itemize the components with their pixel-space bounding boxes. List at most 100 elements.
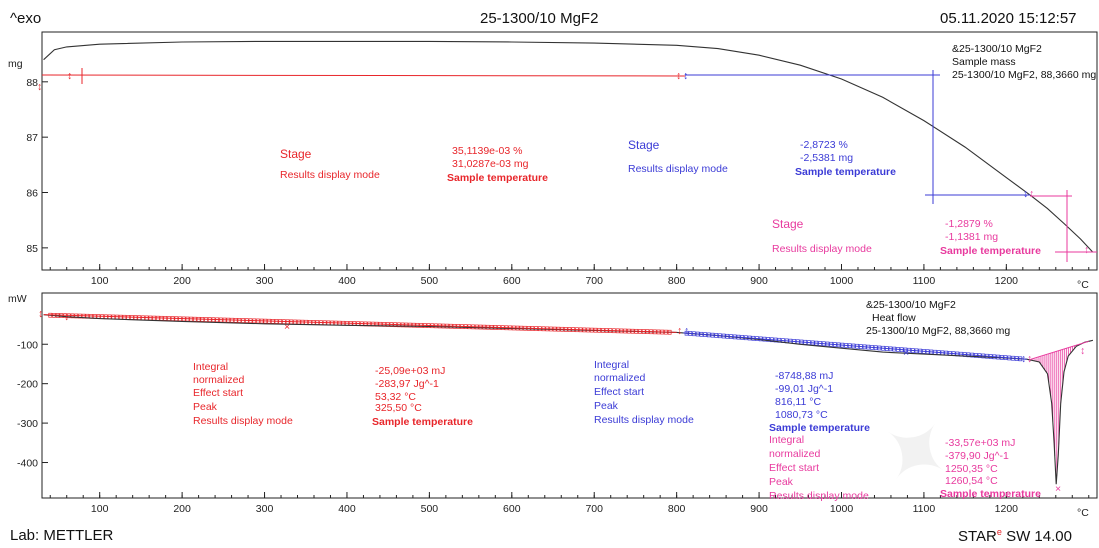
datetime-label: 05.11.2020 15:12:57 — [940, 10, 1077, 27]
tga-x-tick-label: 400 — [338, 275, 356, 287]
software-label: STARe SW 14.00 — [958, 527, 1072, 545]
tga-magenta-results-label: Results display mode — [772, 243, 872, 255]
tga-magenta-percent-value: -1,2879 % — [945, 218, 993, 230]
tga-marker-blue-left: ↕ — [683, 70, 688, 82]
tga-y-tick-label: 85 — [26, 243, 38, 255]
dsc-blue-integral-label: Integral — [594, 359, 629, 371]
dsc-marker-red-right: ↕ — [677, 325, 682, 337]
dsc-blue-peak-label: Peak — [594, 400, 619, 412]
dsc-red-normalized-value: -283,97 Jg^-1 — [375, 378, 439, 390]
dsc-marker-magenta-right: ↕ — [1080, 345, 1085, 357]
dsc-marker-start: ↕ — [38, 308, 43, 320]
tga-marker-start: ↕ — [37, 81, 42, 93]
dsc-red-integral-label: Integral — [193, 361, 228, 373]
software-suffix: SW 14.00 — [1001, 528, 1072, 545]
dsc-red-annotation: Integral normalized Effect start Peak Re… — [193, 361, 473, 428]
software-mark: e — [996, 527, 1002, 537]
dsc-red-integral-value: -25,09e+03 mJ — [375, 365, 445, 377]
tga-x-tick-label: 600 — [503, 275, 521, 287]
dsc-blue-effect-start-value: 816,11 °C — [775, 396, 821, 408]
tga-magenta-mass-value: -1,1381 mg — [945, 231, 998, 243]
tga-red-results-label: Results display mode — [280, 169, 380, 181]
dsc-blue-normalized-value: -99,01 Jg^-1 — [775, 383, 833, 395]
dsc-magenta-integral-label: Integral — [769, 434, 804, 446]
software-prefix: STAR — [958, 528, 997, 545]
dsc-y-tick-label: -300 — [17, 418, 38, 430]
dsc-blue-results-label: Results display mode — [594, 414, 694, 426]
dsc-peak-marker-magenta: × — [1055, 483, 1061, 495]
dsc-y-tick-label: -400 — [17, 458, 38, 470]
dsc-legend-line-1: &25-1300/10 MgF2 — [866, 299, 956, 311]
lab-label: Lab: METTLER — [10, 527, 114, 544]
dsc-magenta-integral-value: -33,57e+03 mJ — [945, 437, 1015, 449]
dsc-x-tick-label: 900 — [750, 503, 768, 515]
dsc-red-temperature-mode: Sample temperature — [372, 416, 473, 428]
tga-red-percent-value: 35,1139e-03 % — [452, 145, 522, 157]
dsc-x-tick-label: 1200 — [995, 503, 1019, 515]
dsc-x-tick-label: 800 — [668, 503, 686, 515]
tga-x-tick-label: 800 — [668, 275, 686, 287]
dsc-marker-blue-left: ↕ — [684, 325, 689, 337]
tga-panel: mg °C 100 200 300 400 500 600 700 800 900 1000 110… — [8, 31, 1098, 291]
dsc-magenta-effect-start-label: Effect start — [769, 462, 819, 474]
tga-red-mass-value: 31,0287e-03 mg — [452, 158, 529, 170]
tga-red-stage-label: Stage — [280, 147, 312, 161]
dsc-red-baseline — [43, 314, 677, 333]
dsc-red-results-label: Results display mode — [193, 415, 293, 427]
dsc-blue-effect-start-label: Effect start — [594, 386, 644, 398]
tga-limit-markers: ↕ ↕ ↕ ↕ ↕ ↕ ↕ — [37, 68, 1089, 256]
dsc-magenta-baseline — [1029, 340, 1089, 361]
tga-blue-results-label: Results display mode — [628, 163, 728, 175]
dsc-magenta-temperature-mode: Sample temperature — [940, 488, 1041, 500]
dsc-marker-magenta-left: ↕ — [1027, 353, 1032, 365]
dsc-y-tick-label: -200 — [17, 379, 38, 391]
dsc-red-effect-start-label: Effect start — [193, 387, 243, 399]
tga-marker-red-right: ↕ — [676, 70, 681, 82]
tga-marker-magenta-right: ↕ — [1084, 244, 1089, 256]
dsc-magenta-annotation: Integral normalized Effect start Peak Re… — [769, 434, 1041, 502]
dsc-blue-peak-value: 1080,73 °C — [775, 409, 828, 421]
dsc-blue-temperature-mode: Sample temperature — [769, 422, 870, 434]
tga-red-step-baseline — [41, 74, 686, 77]
dsc-x-tick-label: 400 — [338, 503, 356, 515]
dsc-magenta-results-label: Results display mode — [769, 490, 869, 502]
dsc-x-tick-label: 200 — [173, 503, 191, 515]
dsc-blue-integral-value: -8748,88 mJ — [775, 370, 833, 382]
dsc-magenta-normalized-value: -379,90 Jg^-1 — [945, 450, 1009, 462]
tga-y-tick-label: 88 — [26, 77, 38, 89]
tga-magenta-temperature-mode: Sample temperature — [940, 245, 1041, 257]
tga-x-tick-label: 300 — [256, 275, 274, 287]
dsc-x-axis-label: °C — [1077, 507, 1089, 519]
dsc-marker-blue-right: ↕ — [1021, 353, 1026, 365]
dsc-limit-markers: ↕ ↕ × ↕ ↕ × ↕ ↕ × ↕ — [38, 308, 1085, 495]
tga-x-tick-label: 700 — [585, 275, 603, 287]
tga-legend-line-2: Sample mass — [952, 56, 1016, 68]
dsc-magenta-peak-label: Peak — [769, 476, 794, 488]
tga-x-tick-label: 1200 — [995, 275, 1019, 287]
tga-marker-magenta-left: ↕ — [1029, 188, 1034, 200]
tga-marker-red-left: ↕ — [67, 70, 72, 82]
tga-marker-blue-right: ↕ — [1023, 188, 1028, 200]
tga-x-tick-label: 200 — [173, 275, 191, 287]
exo-direction-label: ^exo — [10, 10, 42, 27]
dsc-x-tick-label: 300 — [256, 503, 274, 515]
dsc-plot-frame — [41, 292, 1098, 499]
tga-blue-percent-value: -2,8723 % — [800, 139, 848, 151]
dsc-x-tick-label: 600 — [503, 503, 521, 515]
tga-x-axis-label: °C — [1077, 279, 1089, 291]
tga-legend-line-3: 25-1300/10 MgF2, 88,3660 mg — [952, 69, 1096, 81]
dsc-y-axis-label: mW — [8, 293, 27, 305]
dsc-x-tick-label: 100 — [91, 503, 109, 515]
chart-title: 25-1300/10 MgF2 — [480, 10, 599, 27]
dsc-red-effect-start-value: 53,32 °C — [375, 391, 416, 403]
tga-magenta-stage-label: Stage — [772, 217, 804, 231]
tga-y-axis-label: mg — [8, 58, 23, 70]
tga-x-tick-label: 900 — [750, 275, 768, 287]
tga-x-tick-label: 500 — [421, 275, 439, 287]
tga-red-temperature-mode: Sample temperature — [447, 172, 548, 184]
dsc-x-tick-label: 700 — [585, 503, 603, 515]
tga-y-tick-label: 86 — [26, 188, 38, 200]
dsc-magenta-effect-start-value: 1250,35 °C — [945, 463, 998, 475]
dsc-magenta-normalized-label: normalized — [769, 448, 821, 460]
